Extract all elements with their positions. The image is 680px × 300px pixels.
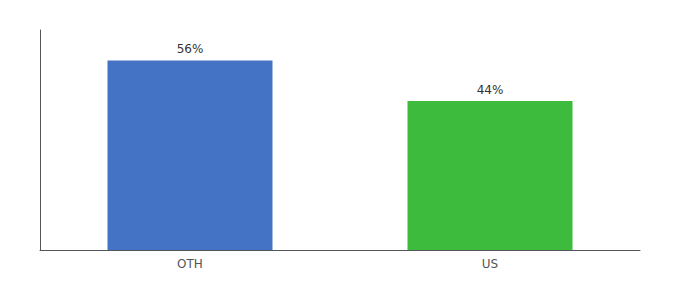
svg-text:OTH: OTH xyxy=(177,257,203,271)
svg-text:56%: 56% xyxy=(177,42,204,56)
svg-text:US: US xyxy=(482,257,498,271)
svg-text:44%: 44% xyxy=(477,83,504,97)
